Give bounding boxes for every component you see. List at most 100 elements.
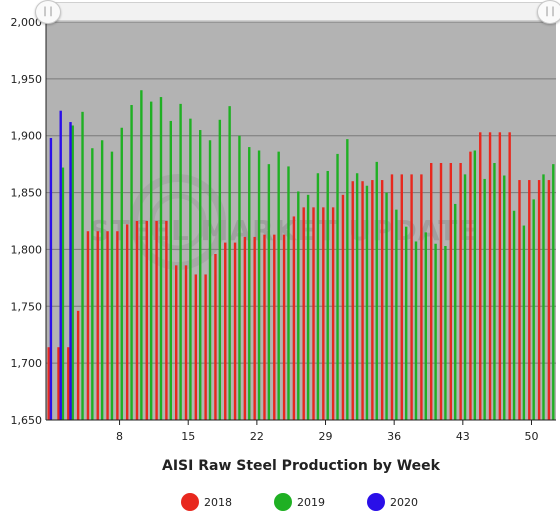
bar-2018-week-25 <box>282 234 286 420</box>
bar-2019-week-52 <box>552 164 555 420</box>
bar-2018-week-9 <box>125 224 129 420</box>
bar-2018-week-29 <box>322 207 325 420</box>
bar-2018-week-27 <box>302 207 305 420</box>
bar-2018-week-7 <box>106 231 109 420</box>
bar-2019-week-15 <box>189 118 192 421</box>
bar-2018-week-19 <box>224 242 227 420</box>
bar-2019-week-11 <box>149 101 153 420</box>
bar-2019-week-17 <box>208 140 212 420</box>
bar-2018-week-34 <box>371 180 374 420</box>
bar-2018-week-15 <box>184 265 188 420</box>
bar-2018-week-39 <box>420 174 423 420</box>
legend-label-2018: 2018 <box>204 496 232 509</box>
bar-2019-week-30 <box>336 153 339 420</box>
bar-2018-week-13 <box>165 221 168 420</box>
legend-label-2019: 2019 <box>297 496 325 509</box>
bar-2018-week-43 <box>459 163 462 420</box>
bar-2019-week-2 <box>61 167 65 420</box>
bar-2019-week-35 <box>385 192 388 420</box>
bar-2018-week-6 <box>96 231 99 420</box>
bar-2018-week-2 <box>57 347 60 420</box>
bar-2019-week-13 <box>169 120 172 420</box>
bar-2018-week-33 <box>361 181 364 420</box>
x-tick-label: 50 <box>524 430 538 443</box>
bar-2019-week-39 <box>424 232 427 420</box>
x-tick-label: 29 <box>319 430 333 443</box>
bar-2018-week-30 <box>331 207 335 420</box>
bar-2018-week-42 <box>449 163 453 420</box>
bar-2019-week-37 <box>404 226 408 420</box>
y-tick-label: 1,650 <box>11 414 43 427</box>
bar-2018-week-21 <box>243 236 247 420</box>
bar-2019-week-44 <box>473 150 477 421</box>
bar-2020-week-2 <box>59 110 62 420</box>
scrollbar-left-handle[interactable]: || <box>35 0 61 24</box>
bar-2018-week-28 <box>312 207 315 420</box>
bar-2019-week-34 <box>375 161 378 420</box>
y-tick-label: 1,750 <box>11 300 43 313</box>
y-tick-label: 2,000 <box>11 16 43 29</box>
y-tick-label: 1,800 <box>11 243 43 256</box>
watermark: STEEL MARKET UPDATE <box>89 174 478 270</box>
axes <box>45 22 556 421</box>
bar-2019-week-21 <box>248 147 251 421</box>
bar-2019-week-45 <box>483 178 486 420</box>
bar-2019-week-41 <box>444 246 447 420</box>
bar-2018-week-45 <box>479 132 482 420</box>
bar-2018-week-40 <box>430 163 433 420</box>
legend: 2018 2019 2020 <box>181 493 418 511</box>
bar-2019-week-24 <box>277 151 280 421</box>
bar-2018-week-5 <box>86 231 90 420</box>
bar-2018-week-38 <box>410 174 413 420</box>
bar-2018-week-26 <box>292 216 296 420</box>
bar-2019-week-19 <box>228 106 231 421</box>
bar-2019-week-7 <box>110 151 114 421</box>
bar-2018-week-31 <box>341 194 345 420</box>
range-scrollbar[interactable]: || || <box>33 0 560 24</box>
bar-2019-week-32 <box>355 173 359 420</box>
scrollbar-right-handle[interactable]: || <box>537 0 560 24</box>
bar-2019-week-48 <box>512 210 516 420</box>
bar-2019-week-51 <box>542 174 545 420</box>
bar-2019-week-43 <box>463 174 467 420</box>
bar-2018-week-24 <box>273 234 276 420</box>
bar-2018-week-51 <box>537 180 541 420</box>
bar-2019-week-12 <box>159 97 163 421</box>
bar-2018-week-17 <box>204 274 207 420</box>
bar-2019-week-3 <box>71 125 74 420</box>
bar-2019-week-38 <box>414 241 418 420</box>
bar-2019-week-5 <box>91 148 94 421</box>
bar-2018-week-49 <box>518 180 521 420</box>
x-tick-label: 8 <box>116 430 123 443</box>
bar-2019-week-33 <box>365 185 369 420</box>
bar-2019-week-16 <box>199 130 202 420</box>
scrollbar-track[interactable] <box>47 2 549 21</box>
bar-2018-week-36 <box>390 174 394 420</box>
bar-2019-week-36 <box>395 209 398 420</box>
bar-2019-week-14 <box>179 103 182 421</box>
bars <box>47 90 555 421</box>
bar-2018-week-4 <box>76 310 80 420</box>
bar-2020-week-3 <box>69 122 72 420</box>
bar-2019-week-46 <box>493 163 496 420</box>
bar-2018-week-23 <box>263 234 266 420</box>
bar-2019-week-42 <box>454 203 457 420</box>
bar-2018-week-37 <box>400 174 403 420</box>
bar-2019-week-22 <box>257 150 261 421</box>
x-tick-label: 36 <box>387 430 401 443</box>
legend-marker-2019 <box>274 493 292 511</box>
y-tick-labels: 1,650 1,700 1,750 1,800 1,850 1,900 1,950 2,000 <box>11 16 43 427</box>
bar-2018-week-48 <box>508 132 511 420</box>
bar-2020-week-1 <box>49 137 53 420</box>
bar-2018-week-46 <box>488 132 492 420</box>
bar-2019-week-18 <box>218 119 222 421</box>
x-tick-label: 22 <box>250 430 264 443</box>
x-tick-labels: 8 15 22 29 36 43 50 <box>116 430 538 443</box>
y-tick-label: 1,700 <box>11 357 43 370</box>
bar-2018-week-18 <box>214 253 217 420</box>
bar-2019-week-9 <box>130 105 133 421</box>
x-tick-label: 15 <box>181 430 195 443</box>
bar-2018-week-22 <box>253 236 256 420</box>
bar-2019-week-40 <box>434 243 437 420</box>
bar-2019-week-47 <box>503 175 506 420</box>
